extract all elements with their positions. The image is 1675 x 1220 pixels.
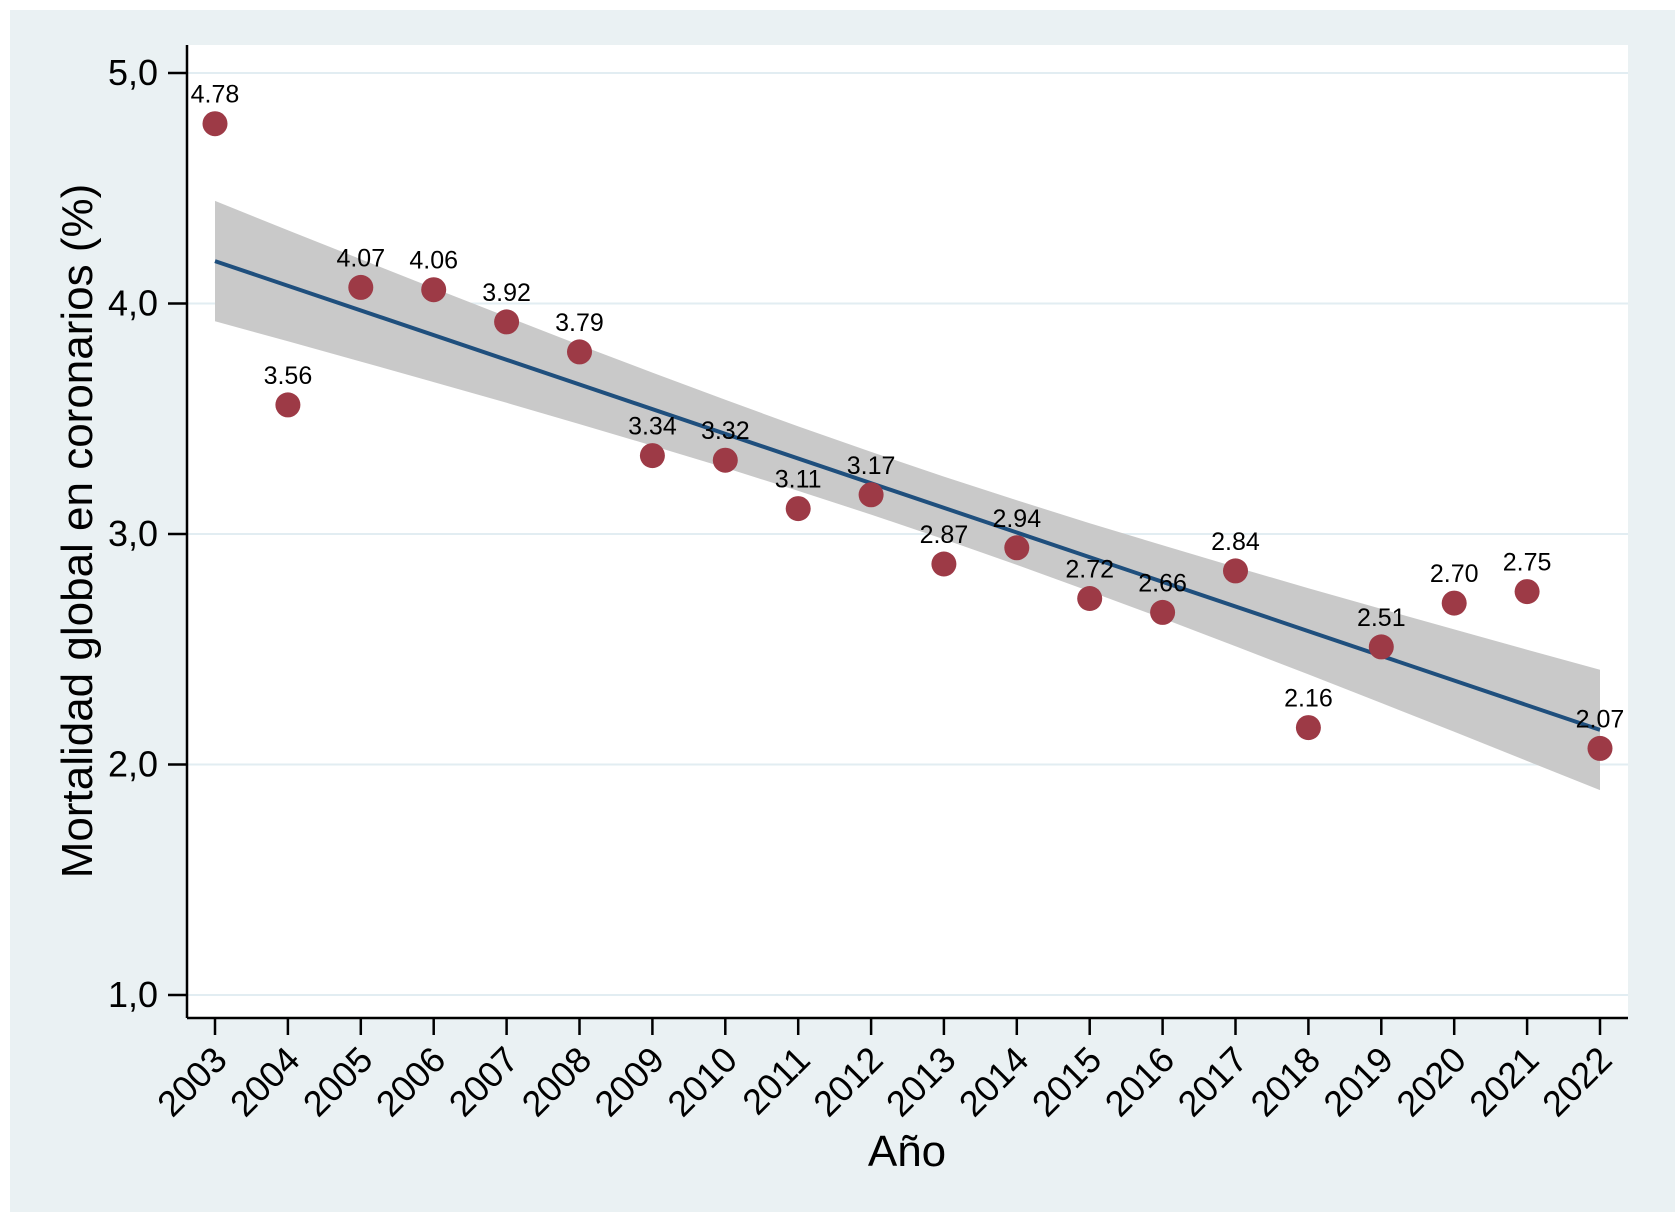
data-point-label: 2.16 (1284, 685, 1333, 713)
data-point (348, 274, 374, 300)
data-point-label: 2.51 (1357, 604, 1406, 632)
data-point (1587, 735, 1613, 761)
data-point (1150, 599, 1176, 625)
data-point-label: 3.11 (775, 466, 822, 494)
point-labels-layer: 4.78 3.56 4.07 4.06 3.92 3.79 3.34 3.32 3.11 3.17… (191, 81, 1625, 734)
fit-line (214, 259, 1601, 732)
data-point-label: 2.07 (1576, 705, 1625, 733)
y-tick-label: 4,0 (108, 283, 158, 324)
y-axis-title: Mortalidad global en coronarios (%) (53, 184, 102, 879)
y-tick-label: 1,0 (108, 974, 158, 1015)
data-point (1368, 634, 1394, 660)
data-point (567, 339, 592, 365)
data-point (712, 447, 738, 473)
axes-layer (168, 45, 1628, 1035)
data-point-label: 2.94 (992, 505, 1041, 533)
data-point (785, 496, 811, 522)
data-point (1441, 590, 1467, 616)
data-point (1077, 586, 1103, 611)
data-point-label: 4.06 (409, 247, 458, 275)
x-axis-title: Año (868, 1127, 946, 1176)
data-point-label: 3.79 (555, 309, 604, 337)
data-point (1295, 715, 1321, 741)
y-tick-label: 5,0 (108, 52, 158, 93)
plot-area (187, 45, 1628, 1018)
data-point (275, 392, 301, 418)
data-point (494, 309, 520, 335)
y-tick-label: 2,0 (108, 744, 158, 785)
data-point (1004, 535, 1030, 561)
data-point-label: 3.56 (264, 362, 313, 390)
data-point (1223, 558, 1248, 584)
data-point-label: 2.66 (1138, 569, 1187, 597)
y-tick-label: 3,0 (108, 513, 158, 554)
data-point-label: 2.70 (1430, 560, 1479, 588)
data-point (202, 111, 228, 137)
data-point (639, 443, 665, 469)
data-point-label: 2.84 (1211, 528, 1260, 556)
data-point-label: 2.72 (1065, 556, 1114, 584)
data-point-label: 3.92 (482, 279, 531, 307)
data-point-label: 2.87 (920, 521, 969, 549)
data-point-label: 4.78 (191, 81, 240, 109)
data-point-label: 3.32 (701, 417, 750, 445)
y-tick-labels: 1,0 2,0 3,0 4,0 5,0 (108, 52, 158, 1015)
data-point-label: 2.75 (1503, 549, 1552, 577)
data-point (1514, 579, 1540, 605)
data-point (931, 551, 957, 577)
data-point (858, 482, 884, 508)
data-point-label: 3.34 (628, 413, 677, 441)
data-point (421, 277, 447, 303)
data-point-label: 3.17 (847, 452, 896, 480)
data-points-layer (202, 111, 1613, 761)
data-point-label: 4.07 (336, 244, 385, 272)
fit-line-layer (214, 259, 1601, 732)
